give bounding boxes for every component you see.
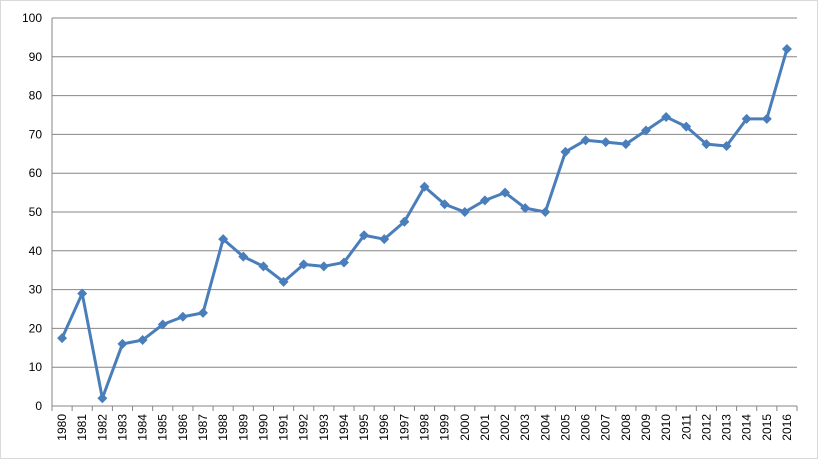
y-tick-label: 0 [35,399,42,413]
x-tick-label: 2001 [478,414,492,441]
marker [419,181,430,192]
y-tick-label: 30 [29,283,43,297]
marker [761,113,772,124]
y-tick-label: 10 [29,360,43,374]
marker [379,234,390,245]
x-tick-label: 2007 [599,414,613,441]
marker [359,230,370,241]
x-tick-label: 2016 [780,414,794,441]
marker [500,187,511,198]
x-tick-label: 2002 [498,414,512,441]
marker [198,307,209,318]
x-tick-label: 1992 [297,414,311,441]
x-tick-label: 2005 [558,414,572,441]
marker [218,234,229,245]
marker [681,121,692,132]
marker [661,111,672,122]
x-tick-label: 2013 [720,414,734,441]
marker [157,319,168,330]
x-tick-label: 1983 [115,414,129,441]
y-tick-label: 70 [29,127,43,141]
y-tick-label: 80 [29,89,43,103]
x-tick-label: 1985 [156,414,170,441]
x-tick-label: 1984 [136,414,150,441]
y-tick-label: 60 [29,166,43,180]
x-tick-label: 2010 [659,414,673,441]
x-tick-label: 1988 [216,414,230,441]
marker [77,288,88,299]
marker [318,261,329,272]
marker [701,139,712,150]
x-tick-label: 1998 [418,414,432,441]
marker [137,335,148,346]
x-tick-label: 2012 [699,414,713,441]
marker [580,135,591,146]
marker [781,44,792,55]
marker [338,257,349,268]
marker [57,333,68,344]
x-tick-label: 2011 [679,414,693,440]
x-tick-label: 2004 [538,414,552,441]
x-tick-label: 2015 [760,414,774,441]
marker [298,259,309,270]
marker [439,199,450,210]
x-tick-label: 1995 [357,414,371,441]
marker [278,276,289,287]
marker [520,203,531,214]
marker [399,216,410,227]
marker [459,207,470,217]
x-tick-label: 1997 [397,414,411,441]
x-tick-label: 1989 [236,414,250,441]
x-tick-label: 1981 [75,414,89,441]
x-tick-label: 2003 [518,414,532,441]
x-tick-label: 1993 [317,414,331,441]
x-tick-label: 1999 [438,414,452,441]
marker [479,195,490,206]
x-tick-label: 1990 [256,414,270,441]
x-tick-label: 1991 [277,414,291,441]
x-tick-label: 1980 [55,414,69,441]
marker [620,139,631,150]
x-tick-label: 2014 [740,414,754,441]
x-tick-label: 1996 [377,414,391,441]
x-tick-label: 1987 [196,414,210,441]
marker [721,141,732,152]
marker [741,113,752,124]
y-tick-label: 20 [29,321,43,335]
marker [177,311,188,322]
x-tick-label: 2008 [619,414,633,441]
y-tick-label: 100 [22,11,42,25]
marker [540,207,551,217]
x-tick-label: 1986 [176,414,190,441]
marker [560,146,571,157]
marker [258,261,269,272]
x-tick-label: 1994 [337,414,351,441]
marker [117,338,128,349]
y-tick-label: 90 [29,50,43,64]
y-tick-label: 50 [29,205,43,219]
x-tick-label: 1982 [95,414,109,441]
y-tick-label: 40 [29,244,43,258]
marker [97,393,108,404]
marker [640,125,651,136]
x-tick-label: 2006 [579,414,593,441]
marker [600,137,611,148]
marker [238,251,249,262]
x-tick-label: 2009 [639,414,653,441]
x-tick-label: 2000 [458,414,472,441]
